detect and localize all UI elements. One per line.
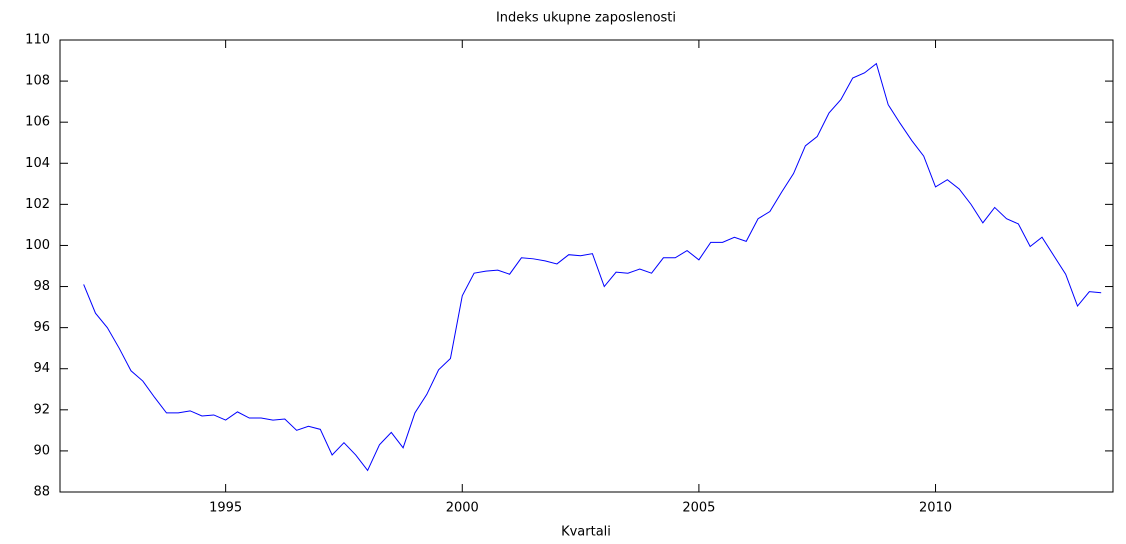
x-axis-label: Kvartali xyxy=(561,525,611,540)
y-tick-label: 104 xyxy=(25,156,50,171)
x-tick-label: 2005 xyxy=(682,501,715,516)
y-tick-label: 96 xyxy=(33,320,50,335)
y-tick-label: 88 xyxy=(33,485,50,500)
data-line xyxy=(83,62,1102,472)
y-tick-label: 108 xyxy=(25,74,50,89)
y-tick-label: 92 xyxy=(33,402,50,417)
y-tick-label: 100 xyxy=(25,238,50,253)
y-tick-label: 110 xyxy=(25,33,50,48)
y-tick-label: 102 xyxy=(25,197,50,212)
x-tick-label: 2000 xyxy=(446,501,479,516)
x-tick-label: 1995 xyxy=(209,501,242,516)
x-tick-label: 2010 xyxy=(919,501,952,516)
chart-title: Indeks ukupne zaposlenosti xyxy=(496,11,676,26)
plot-frame xyxy=(59,39,1114,493)
y-tick-label: 90 xyxy=(33,443,50,458)
y-tick-label: 106 xyxy=(25,115,50,130)
y-tick-label: 98 xyxy=(33,279,50,294)
y-tick-label: 94 xyxy=(33,361,50,376)
